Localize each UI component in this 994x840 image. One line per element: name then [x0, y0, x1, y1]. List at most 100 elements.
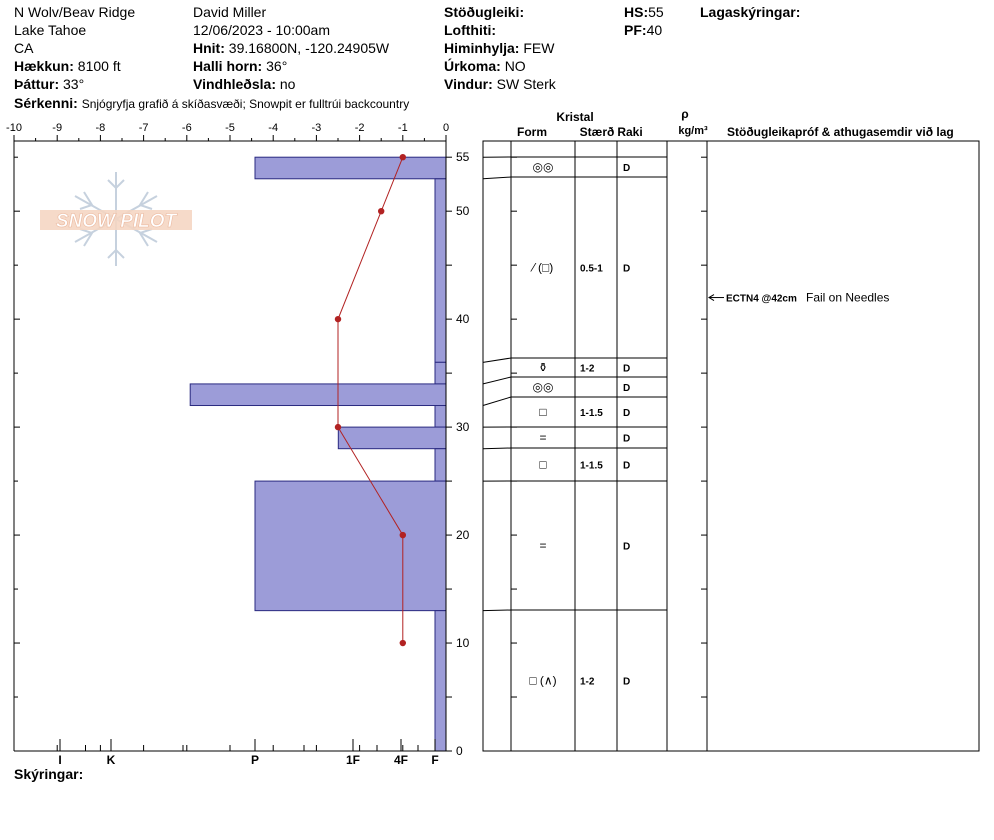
temperature-point — [399, 153, 406, 161]
layer-form: □ — [539, 405, 546, 419]
layer-wetness: D — [623, 542, 630, 553]
height-tick-label: 50 — [456, 204, 470, 218]
layer-connector — [482, 447, 512, 450]
hardness-tick-label: I — [58, 753, 61, 767]
form-header: Form — [517, 125, 547, 139]
wind-loading-value: no — [279, 76, 296, 92]
temp-tick-label: -4 — [268, 122, 278, 134]
hardness-bar — [434, 405, 447, 428]
features-value: Snjógryfja grafið á skíðasvæði; Snowpit … — [81, 97, 410, 111]
pf-value: 40 — [646, 22, 663, 38]
region: Lake Tahoe — [14, 22, 87, 38]
elevation-value: 8100 ft — [77, 58, 121, 74]
elevation-label: Hækkun: — [14, 58, 74, 74]
layer-wetness: D — [623, 677, 630, 688]
layer-connector — [482, 396, 512, 406]
pf-label: PF: — [624, 22, 647, 38]
arrow-head-icon — [708, 294, 715, 301]
logo-text: SNOW PILOT — [56, 211, 178, 232]
hardness-tick-label: P — [251, 753, 259, 767]
stability-notes-header: Stöðugleikapróf & athugasemdir við lag — [727, 125, 954, 139]
aspect: Þáttur: 33° — [14, 76, 84, 92]
layer-wetness: D — [623, 163, 630, 174]
layer-size: 1-2 — [580, 364, 595, 375]
temperature-point — [334, 423, 342, 431]
size-header: Stærð — [580, 125, 615, 139]
layer-wetness: D — [623, 364, 630, 375]
layer-wetness: D — [623, 434, 630, 445]
air-temp-label: Lofthiti: — [444, 22, 497, 38]
layer-size: 1-2 — [580, 677, 595, 688]
height-tick-label: 20 — [456, 528, 470, 542]
aspect-value: 33° — [63, 76, 85, 92]
hardness-tick-label: 4F — [394, 753, 408, 767]
temp-tick-label: -2 — [355, 122, 365, 134]
crystal-header: Kristal — [556, 110, 593, 124]
layer-form: ◎◎ — [533, 380, 554, 394]
wind-value: SW Sterk — [496, 76, 556, 92]
table-frame — [482, 140, 980, 752]
hs-label: HS: — [624, 4, 649, 20]
hs-value: 55 — [648, 4, 664, 20]
hardness-tick-label: 1F — [346, 753, 360, 767]
temp-tick-label: -8 — [96, 122, 106, 134]
height-tick-label: 30 — [456, 420, 470, 434]
wind-loading: Vindhleðsla: no — [193, 76, 295, 92]
temp-tick-label: -9 — [52, 122, 62, 134]
snowpilot-logo: SNOW PILOT — [40, 172, 192, 266]
layer-form: ◎◎ — [533, 160, 554, 174]
layer-size: 1-1.5 — [580, 408, 603, 419]
hardness-bar — [434, 610, 447, 752]
aspect-label: Þáttur: — [14, 76, 60, 92]
temperature-point — [399, 639, 406, 647]
wind-loading-label: Vindhleðsla: — [193, 76, 276, 92]
temp-tick-label: -5 — [225, 122, 235, 134]
pf: PF:40 — [624, 22, 662, 38]
temperature-point — [334, 315, 342, 323]
location: N Wolv/Beav Ridge — [14, 4, 136, 20]
sky-label: Himinhylja: — [444, 40, 520, 56]
coords-label: Hnit: — [193, 40, 225, 56]
observer: David Miller — [193, 4, 267, 20]
layer-wetness: D — [623, 383, 630, 394]
layer-wetness: D — [623, 461, 630, 472]
temp-tick-label: -3 — [312, 122, 322, 134]
hs: HS:55 — [624, 4, 664, 20]
hardness-bar — [434, 361, 447, 385]
layer-connector — [482, 176, 512, 180]
precip-label: Úrkoma: — [444, 58, 501, 74]
elevation: Hækkun: 8100 ft — [14, 58, 121, 74]
layer-connector — [482, 609, 512, 612]
layer-form: □ (∧) — [529, 674, 556, 688]
temp-tick-label: -6 — [182, 122, 192, 134]
stability-test-comment: Fail on Needles — [806, 291, 889, 305]
hardness-bar — [189, 383, 447, 407]
coordinates: Hnit: 39.16800N, -120.24905W — [193, 40, 389, 56]
temperature-point — [378, 207, 385, 215]
layer-form: = — [539, 431, 546, 445]
hardness-bar — [434, 448, 447, 482]
layer-size: 0.5-1 — [580, 264, 603, 275]
coords-value: 39.16800N, -120.24905W — [228, 40, 390, 56]
height-tick-label: 0 — [456, 744, 463, 758]
datetime: 12/06/2023 - 10:00am — [193, 22, 330, 38]
footer-notes-label: Skýringar: — [14, 766, 84, 782]
precip-value: NO — [504, 58, 526, 74]
hardness-tick-label: K — [107, 753, 116, 767]
temp-tick-label: 0 — [443, 122, 449, 134]
layer-wetness: D — [623, 408, 630, 419]
layer-form: □ — [539, 458, 546, 472]
state: CA — [14, 40, 34, 56]
height-tick-label: 10 — [456, 636, 470, 650]
hardness-bar — [434, 178, 447, 363]
features: Sérkenni: Snjógryfja grafið á skíðasvæði… — [14, 95, 409, 112]
wind: Vindur: SW Sterk — [444, 76, 556, 92]
sky-value: FEW — [523, 40, 555, 56]
stability-label: Stöðugleiki: — [444, 4, 525, 20]
layer-connector — [482, 376, 512, 385]
rho-header: ρ — [681, 107, 688, 121]
temp-tick-label: -10 — [6, 122, 22, 134]
temperature-point — [399, 531, 406, 539]
